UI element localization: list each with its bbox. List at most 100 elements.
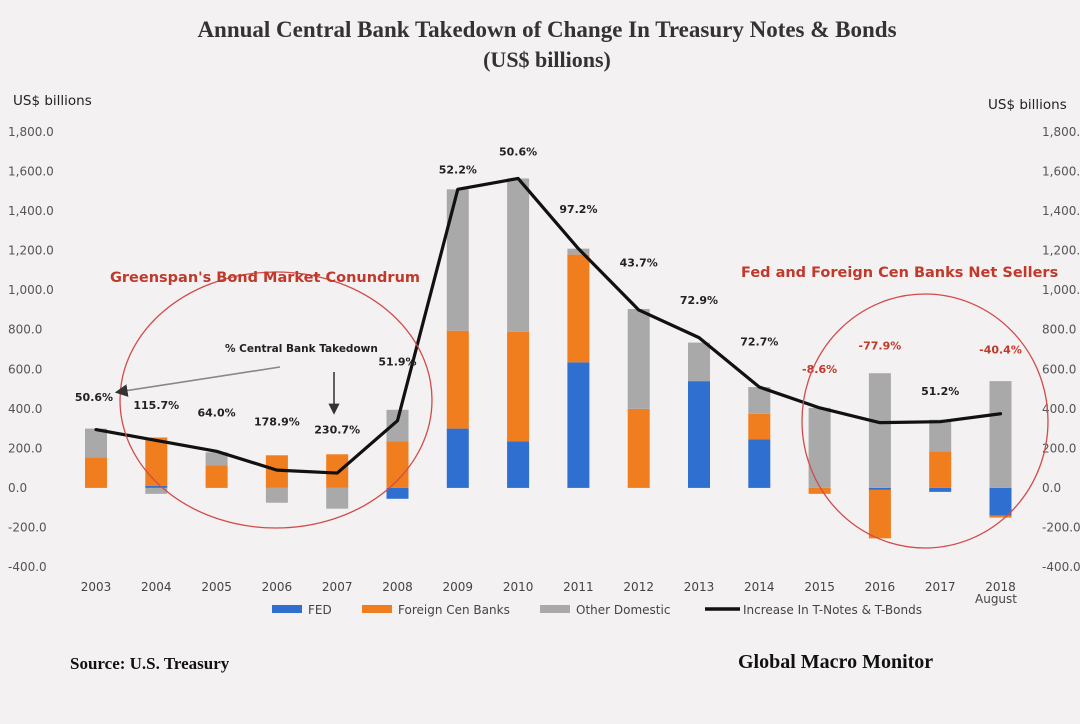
x-tick-label: 2007 [322,580,353,594]
chart-title: Annual Central Bank Takedown of Change I… [197,17,896,42]
net-sellers-annotation: Fed and Foreign Cen Banks Net Sellers [741,265,1058,281]
x-tick-label: 2018 [985,580,1016,594]
x-tick-label: 2009 [443,580,474,594]
legend: FED Foreign Cen Banks Other Domestic Increa… [272,603,922,617]
bar-segment [326,487,349,509]
brand-text: Global Macro Monitor [738,651,933,673]
bar-segment [446,189,469,331]
bar-segment [567,248,590,255]
bar-segment [507,178,530,332]
y-tick-left: 400.0 [8,402,42,416]
bar-segment [929,419,952,452]
bar-segment [507,331,530,442]
bar-segment [145,487,168,494]
x-tick-label: 2016 [865,580,896,594]
pct-label: 43.7% [620,256,658,269]
x-tick-label: 2012 [623,580,654,594]
bar-segment [145,485,168,488]
y-tick-right: 1,200.0 [1042,244,1080,258]
x-tick-label: 2003 [81,580,112,594]
x-tick-label: 2010 [503,580,534,594]
bar-segment [205,452,228,466]
pct-label: 230.7% [314,424,360,437]
pct-label: -8.6% [802,363,837,376]
y-tick-right: 1,400.0 [1042,204,1080,218]
pct-label: 72.9% [680,294,718,307]
x-tick-label: 2008 [382,580,413,594]
bar-segment [929,487,952,492]
pct-label: 51.2% [921,385,959,398]
pct-labels: 50.6% 115.7% 64.0% 178.9% 230.7% 51.9% 52.2% 50… [75,146,1022,437]
pointer-arrow-left [114,366,281,397]
y-axis-right: 1,800.0 1,600.0 1,400.0 1,200.0 1,000.0 800.0… [1042,125,1080,574]
y-tick-left: 0.0 [8,481,27,495]
x-tick-label: 2014 [744,580,775,594]
bar-segment [748,439,771,488]
bar-segment [85,428,107,458]
y-tick-right: 600.0 [1042,362,1076,376]
bar-segment [265,487,288,503]
right-axis-unit: US$ billions [988,97,1067,113]
y-tick-right: 1,000.0 [1042,283,1080,297]
chart-subtitle: (US$ billions) [483,47,611,72]
y-tick-right: 400.0 [1042,402,1076,416]
bar-segment [567,254,590,363]
x-axis: 2003 2004 2005 2006 2007 2008 2009 2010 2011 2012… [81,580,1016,594]
x-tick-label: 2015 [804,580,835,594]
y-tick-left: 1,800.0 [8,125,54,139]
y-tick-left: -200.0 [8,520,47,534]
y-tick-left: 200.0 [8,441,42,455]
bar-segment [688,381,710,488]
x-tick-label: 2006 [262,580,293,594]
bar-segment [446,330,469,429]
bar-segment [85,457,107,488]
y-tick-left: 1,400.0 [8,204,54,218]
bar-segment [748,413,771,440]
bar-segment [868,489,891,539]
legend-swatch [540,605,570,613]
x-tick-label: 2004 [141,580,172,594]
x-tick-label: 2017 [925,580,956,594]
y-tick-right: -200.0 [1042,520,1080,534]
x-tick-label: 2005 [201,580,232,594]
x-tick-label: 2011 [563,580,594,594]
y-tick-left: 1,200.0 [8,244,54,258]
bar-segment [627,408,650,488]
bar-segment [446,428,469,488]
bar-segment [386,441,409,488]
bar-segment [989,487,1012,516]
pct-label: 115.7% [133,399,179,412]
pct-label: 50.6% [75,391,113,404]
y-tick-left: 800.0 [8,323,42,337]
bar-segment [507,441,530,488]
net-sellers-circle [801,293,1049,549]
bar-segment [808,407,831,488]
conundrum-annotation: Greenspan's Bond Market Conundrum [110,270,420,286]
y-tick-right: 0.0 [1042,481,1061,495]
conundrum-circle [119,271,433,529]
pct-label: -77.9% [859,340,902,353]
legend-label: Increase In T-Notes & T-Bonds [743,603,922,617]
y-tick-right: 1,600.0 [1042,165,1080,179]
pct-label: 52.2% [439,164,477,177]
legend-swatch [362,605,392,613]
bar-segment [748,387,771,414]
legend-label: FED [308,603,332,617]
pct-label: -40.4% [979,343,1022,356]
bar-segment [808,487,831,494]
legend-label: Foreign Cen Banks [398,603,510,617]
line-path [94,176,1003,475]
legend-label: Other Domestic [576,603,670,617]
pct-label: 50.6% [499,146,537,159]
bar-segment [386,409,409,442]
pct-label: 178.9% [254,416,300,429]
bar-segment [688,342,710,382]
y-tick-right: 200.0 [1042,441,1076,455]
y-tick-left: -400.0 [8,560,47,574]
y-axis-left: 1,800.0 1,600.0 1,400.0 1,200.0 1,000.0 800.0… [8,125,54,574]
bar-segment [989,515,1012,518]
x-tick-label: 2013 [684,580,715,594]
y-tick-right: -400.0 [1042,560,1080,574]
